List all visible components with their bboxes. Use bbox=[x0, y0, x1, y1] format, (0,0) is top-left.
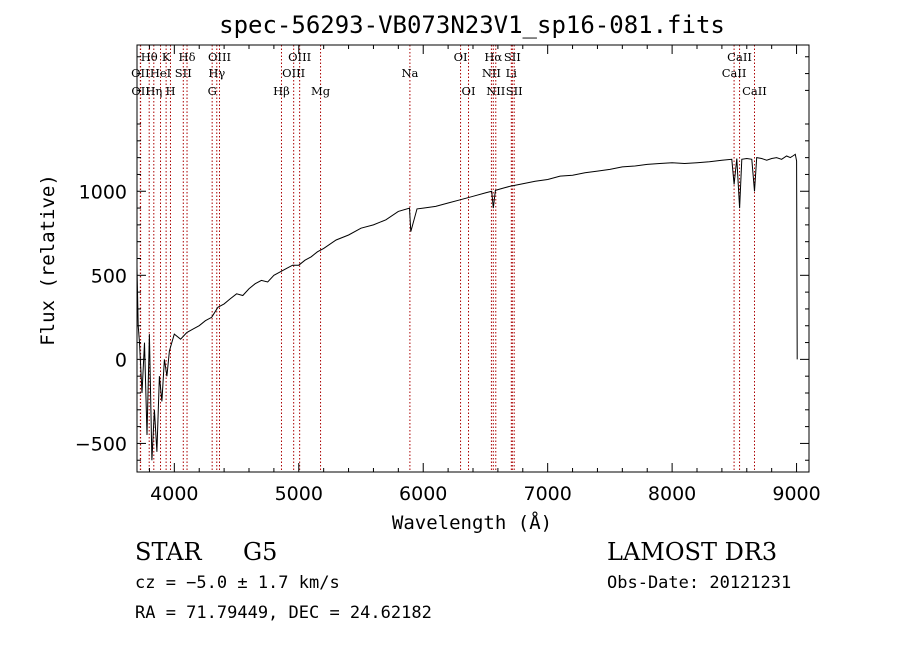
line-marker-label-17: OI bbox=[454, 50, 468, 64]
line-marker-label-1: OII bbox=[131, 66, 150, 80]
y-axis-ticks: −500 0 500 1000 bbox=[75, 56, 809, 461]
x-tick-label-3: 7000 bbox=[523, 483, 571, 505]
line-marker-label-25: CaII bbox=[722, 66, 747, 80]
x-tick-label-5: 9000 bbox=[772, 483, 820, 505]
line-marker-label-8: Hδ bbox=[179, 50, 196, 64]
line-marker-label-11: OIII bbox=[208, 50, 231, 64]
line-marker-label-3: Hη bbox=[145, 84, 162, 98]
line-marker-label-4: HeI bbox=[150, 66, 171, 80]
x-tick-label-0: 4000 bbox=[150, 483, 198, 505]
line-marker-label-13: OIII bbox=[282, 66, 305, 80]
x-axis-title: Wavelength (Å) bbox=[392, 511, 552, 534]
spectrum-series-line bbox=[136, 153, 798, 461]
line-marker-label-16: Na bbox=[401, 66, 418, 80]
line-marker-label-10: Hγ bbox=[208, 66, 225, 80]
plot-frame bbox=[136, 44, 810, 473]
line-marker-label-20: Hα bbox=[484, 50, 502, 64]
line-marker-label-5: K bbox=[162, 50, 171, 64]
line-marker-label-2: OII bbox=[131, 84, 150, 98]
x-tick-label-2: 6000 bbox=[399, 483, 447, 505]
y-tick-label-3: 1000 bbox=[79, 181, 127, 203]
redshift-text: cz = −5.0 ± 1.7 km/s bbox=[135, 573, 340, 593]
line-marker-label-18: OI bbox=[462, 84, 476, 98]
emission-line-labels: HθOIIOIIHηHeIKHSIIHδGHγOIIIHβOIIIOIIIMgN… bbox=[131, 50, 767, 98]
y-tick-label-2: 500 bbox=[91, 265, 127, 287]
coordinates-text: RA = 71.79449, DEC = 24.62182 bbox=[135, 603, 432, 623]
subclass-label: G5 bbox=[243, 538, 278, 566]
y-tick-label-0: −500 bbox=[75, 433, 127, 455]
line-marker-label-15: Mg bbox=[311, 84, 331, 98]
x-axis-ticks: 4000 5000 6000 7000 8000 9000 bbox=[148, 45, 821, 505]
obs-date-text: Obs-Date: 20121231 bbox=[607, 573, 792, 593]
chart-title: spec-56293-VB073N23V1_sp16-081.fits bbox=[219, 11, 725, 39]
line-marker-label-21: NII bbox=[486, 84, 505, 98]
line-marker-label-0: Hθ bbox=[141, 50, 158, 64]
survey-label: LAMOST DR3 bbox=[607, 538, 778, 566]
line-marker-label-12: Hβ bbox=[273, 84, 290, 98]
line-marker-label-9: G bbox=[208, 84, 217, 98]
line-marker-label-24: SII bbox=[506, 84, 523, 98]
class-label: STAR bbox=[135, 538, 202, 566]
x-tick-label-4: 8000 bbox=[648, 483, 696, 505]
line-marker-label-14: OIII bbox=[288, 50, 311, 64]
line-marker-label-23: SII bbox=[504, 50, 521, 64]
line-marker-label-27: CaII bbox=[742, 84, 767, 98]
y-axis-title: Flux (relative) bbox=[37, 174, 59, 346]
line-marker-label-22: Li bbox=[506, 66, 518, 80]
line-marker-label-19: NII bbox=[482, 66, 501, 80]
emission-line-markers bbox=[139, 45, 755, 472]
line-marker-label-7: SII bbox=[175, 66, 192, 80]
line-marker-label-26: CaII bbox=[727, 50, 752, 64]
y-tick-label-1: 0 bbox=[115, 349, 127, 371]
x-tick-label-1: 5000 bbox=[275, 483, 323, 505]
line-marker-label-6: H bbox=[165, 84, 175, 98]
